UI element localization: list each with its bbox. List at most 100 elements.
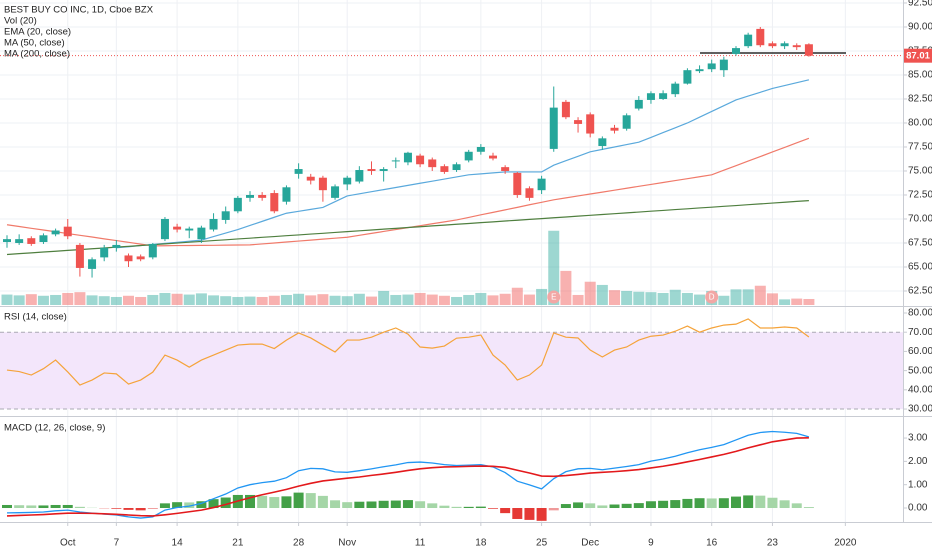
volume-bar	[754, 285, 766, 305]
volume-bar	[25, 294, 37, 305]
candle-body	[561, 101, 570, 118]
y-tick-label: 80.00	[908, 308, 932, 319]
macd-histogram-bar	[330, 500, 341, 509]
macd-histogram-bar	[767, 497, 778, 509]
y-tick-label: 90.00	[908, 22, 932, 33]
volume-bar	[499, 293, 511, 305]
y-tick-label: 70.00	[908, 214, 932, 225]
panel-title: RSI (14, close)	[4, 312, 67, 323]
macd-histogram-bar	[354, 501, 365, 509]
candle-body	[270, 193, 279, 212]
volume-bar	[135, 296, 147, 305]
candle-body	[379, 169, 388, 171]
macd-histogram-bar	[488, 508, 498, 509]
macd-line	[6, 430, 810, 519]
volume-bar	[123, 295, 134, 305]
macd-histogram-bar	[682, 498, 693, 509]
marks-layer	[0, 26, 903, 521]
macd-histogram-bar	[378, 500, 389, 509]
y-tick-label: 85.00	[908, 70, 932, 81]
rsi-band	[0, 332, 903, 410]
macd-histogram-bar	[743, 495, 754, 509]
y-tick-label: 82.50	[908, 94, 932, 105]
macd-histogram-bar	[731, 496, 741, 509]
y-tick-label: 40.00	[908, 384, 932, 395]
volume-bar	[742, 289, 754, 305]
candle-body	[148, 243, 157, 258]
candle-body	[294, 169, 303, 174]
macd-histogram-bar	[779, 500, 790, 509]
candle-body	[306, 176, 315, 181]
x-tick-label: 14	[172, 538, 184, 549]
x-tick-label: 28	[293, 538, 305, 549]
macd-histogram-bar	[172, 502, 183, 509]
macd-histogram-bar	[220, 497, 231, 509]
candle-body	[598, 138, 607, 147]
macd-histogram-bar	[633, 503, 644, 509]
candle-body	[707, 63, 716, 70]
candle-body	[768, 43, 777, 47]
y-tick-label: 62.50	[908, 286, 932, 297]
macd-histogram-bar	[451, 506, 462, 509]
volume-bar	[511, 287, 523, 305]
candle-body	[39, 235, 48, 243]
candle-body	[391, 160, 400, 162]
macd-histogram-bar	[123, 508, 134, 510]
candle-body	[282, 187, 291, 202]
volume-bar	[86, 295, 98, 305]
volume-bar	[584, 281, 596, 305]
volume-bar	[803, 298, 815, 305]
x-tick-label: 25	[536, 538, 548, 549]
macd-histogram-bar	[50, 504, 61, 509]
candle-body	[549, 107, 558, 149]
candle-body	[744, 34, 753, 47]
y-tick-label: 72.50	[908, 190, 932, 201]
macd-histogram-bar	[415, 501, 426, 509]
macd-histogram-bar	[184, 502, 195, 509]
volume-bar	[402, 294, 414, 305]
macd-histogram-bar	[390, 500, 401, 509]
macd-histogram-bar	[305, 493, 316, 509]
event-marker	[705, 290, 719, 304]
volume-bar	[390, 294, 402, 305]
candle-body	[525, 188, 534, 198]
panel-title: MACD (12, 26, close, 9)	[4, 423, 105, 434]
candle-body	[416, 155, 425, 165]
macd-histogram-bar	[245, 494, 255, 509]
macd-histogram-bar	[427, 503, 438, 509]
volume-bar	[681, 292, 693, 305]
volume-bar	[280, 294, 292, 305]
grid-layer	[0, 0, 903, 522]
y-tick-label: 65.00	[908, 262, 932, 273]
macd-histogram-bar	[755, 495, 766, 509]
volume-bar	[536, 288, 548, 305]
volume-bar	[645, 292, 657, 305]
candle-body	[27, 238, 36, 244]
x-tick-label: 2020	[834, 538, 857, 549]
macd-histogram-bar	[402, 500, 413, 509]
legend-entry: EMA (20, close)	[4, 27, 71, 38]
volume-bar	[183, 294, 195, 305]
macd-histogram-bar	[803, 507, 814, 509]
candle-body	[634, 99, 643, 109]
volume-bar	[451, 296, 463, 305]
candle-body	[464, 151, 473, 161]
chart-title: BEST BUY CO INC, 1D, Cboe BZX	[4, 5, 154, 16]
macd-histogram-bar	[14, 505, 25, 509]
volume-bar	[669, 289, 681, 305]
candle-body	[804, 44, 813, 56]
rsi-line	[6, 318, 810, 386]
x-tick-label: 16	[706, 538, 718, 549]
volume-bar	[633, 291, 645, 305]
candle-body	[112, 244, 121, 248]
volume-bar	[560, 270, 572, 305]
candle-body	[221, 211, 230, 220]
x-tick-label: Dec	[581, 538, 599, 549]
volume-bar	[596, 284, 608, 305]
volume-bar	[232, 296, 244, 305]
candle-body	[136, 256, 145, 260]
legend-entry: MA (200, close)	[4, 49, 70, 60]
macd-histogram-bar	[257, 495, 268, 509]
volume-bar	[341, 296, 353, 305]
macd-histogram-bar	[281, 496, 292, 509]
